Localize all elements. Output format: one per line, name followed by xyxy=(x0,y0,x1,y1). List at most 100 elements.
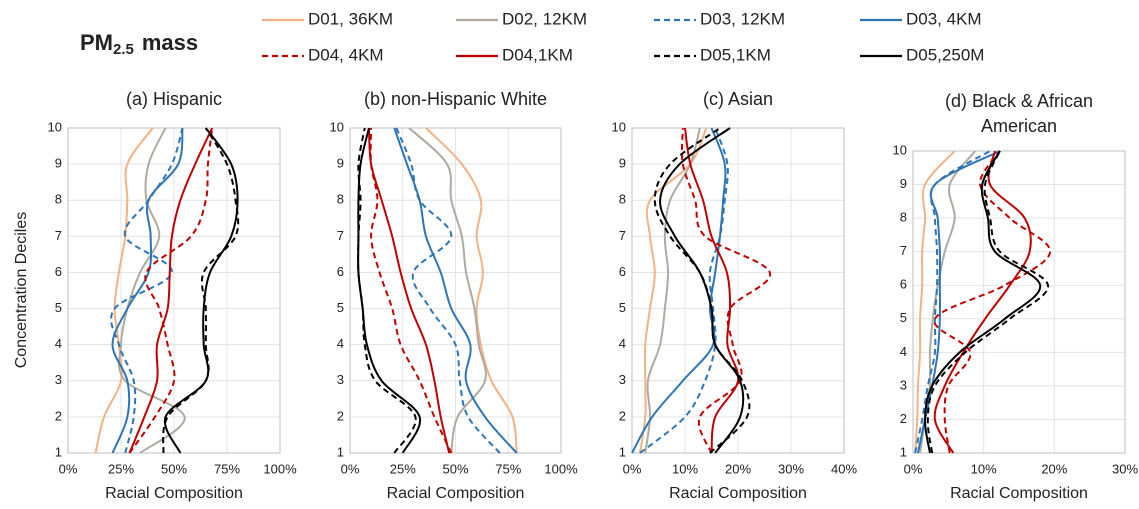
legend-label: D04, 4KM xyxy=(308,45,384,64)
series-line xyxy=(128,127,214,454)
series-line xyxy=(111,127,184,454)
y-tick-label: 1 xyxy=(337,444,344,459)
x-tick-label: 20% xyxy=(1041,461,1067,476)
legend-label: D05,1KM xyxy=(700,45,771,64)
series-line xyxy=(680,127,771,454)
y-tick-label: 1 xyxy=(55,444,62,459)
y-tick-label: 10 xyxy=(330,119,344,134)
series-line xyxy=(408,127,487,454)
y-tick-label: 2 xyxy=(619,408,626,423)
x-tick-label: 20% xyxy=(725,461,751,476)
y-tick-label: 6 xyxy=(619,264,626,279)
series-line xyxy=(933,150,1052,454)
y-tick-label: 7 xyxy=(337,228,344,243)
panel-title: (c) Asian xyxy=(703,89,773,109)
y-tick-label: 7 xyxy=(55,228,62,243)
series-line xyxy=(118,127,186,454)
legend-label: D03, 4KM xyxy=(906,9,982,28)
title-main: PM xyxy=(80,30,113,55)
series-line xyxy=(367,127,451,454)
legend-label: D02, 12KM xyxy=(502,9,587,28)
figure-title: PM2.5 mass xyxy=(80,30,198,58)
series-line xyxy=(631,127,727,454)
x-tick-label: 30% xyxy=(778,461,804,476)
y-tick-label: 5 xyxy=(900,310,907,325)
series-line xyxy=(393,127,518,454)
legend-label: D04,1KM xyxy=(502,45,573,64)
series-line xyxy=(425,127,518,454)
plot-frame xyxy=(912,150,1126,454)
y-tick-label: 4 xyxy=(900,344,907,359)
x-tick-label: 25% xyxy=(390,461,416,476)
series-line xyxy=(914,150,991,454)
series-line xyxy=(684,127,740,454)
series-line xyxy=(357,127,422,454)
y-tick-label: 10 xyxy=(48,119,62,134)
y-axis-label: Concentration Deciles xyxy=(13,212,30,369)
series-line xyxy=(162,127,240,454)
y-tick-label: 10 xyxy=(612,119,626,134)
y-tick-label: 5 xyxy=(337,300,344,315)
series-line xyxy=(644,127,701,454)
y-tick-label: 1 xyxy=(619,444,626,459)
series-line xyxy=(110,127,184,454)
y-tick-label: 5 xyxy=(55,300,62,315)
panel-title: (b) non-Hispanic White xyxy=(364,89,547,109)
panel-title: (d) Black & African xyxy=(945,91,1093,111)
x-tick-label: 30% xyxy=(1112,461,1138,476)
series-line xyxy=(94,127,154,454)
series-line xyxy=(128,127,214,454)
series-line xyxy=(914,150,956,454)
series-line xyxy=(926,150,1049,454)
x-axis-label: Racial Composition xyxy=(105,485,243,502)
y-tick-label: 1 xyxy=(900,444,907,459)
series-line xyxy=(369,127,453,454)
legend-label: D03, 12KM xyxy=(700,9,785,28)
x-tick-label: 0% xyxy=(341,461,360,476)
y-tick-label: 4 xyxy=(337,336,344,351)
y-tick-label: 5 xyxy=(619,300,626,315)
series-line xyxy=(163,127,239,454)
y-tick-label: 3 xyxy=(900,377,907,392)
series-line xyxy=(659,127,745,454)
series-line xyxy=(638,127,708,454)
y-tick-label: 2 xyxy=(900,411,907,426)
y-tick-label: 9 xyxy=(619,156,626,171)
y-tick-label: 6 xyxy=(900,277,907,292)
y-tick-label: 7 xyxy=(900,243,907,258)
y-tick-label: 2 xyxy=(337,408,344,423)
y-tick-label: 6 xyxy=(55,264,62,279)
x-tick-label: 40% xyxy=(831,461,857,476)
y-tick-label: 8 xyxy=(900,210,907,225)
plot-frame xyxy=(631,127,845,454)
x-tick-label: 0% xyxy=(623,461,642,476)
x-axis-label: Racial Composition xyxy=(669,485,807,502)
x-tick-label: 50% xyxy=(442,461,468,476)
y-tick-label: 9 xyxy=(337,156,344,171)
plot-frame xyxy=(349,127,562,454)
panel-title: American xyxy=(981,116,1057,136)
x-axis-label: Racial Composition xyxy=(950,485,1088,502)
x-tick-label: 50% xyxy=(161,461,187,476)
y-tick-label: 4 xyxy=(619,336,626,351)
y-tick-label: 8 xyxy=(337,192,344,207)
title-rest: mass xyxy=(142,30,198,55)
title-subscript: 2.5 xyxy=(113,41,134,58)
plot-frame xyxy=(67,127,281,454)
y-tick-label: 9 xyxy=(55,156,62,171)
x-tick-label: 10% xyxy=(971,461,997,476)
x-tick-label: 100% xyxy=(263,461,297,476)
y-tick-label: 2 xyxy=(55,408,62,423)
series-line xyxy=(639,127,729,454)
x-tick-label: 25% xyxy=(108,461,134,476)
x-tick-label: 100% xyxy=(544,461,578,476)
x-axis-label: Racial Composition xyxy=(387,485,525,502)
y-tick-label: 9 xyxy=(900,176,907,191)
y-tick-label: 3 xyxy=(619,372,626,387)
y-tick-label: 3 xyxy=(337,372,344,387)
panel-title: (a) Hispanic xyxy=(126,89,222,109)
y-tick-label: 6 xyxy=(337,264,344,279)
series-line xyxy=(653,127,751,454)
y-tick-label: 8 xyxy=(55,192,62,207)
